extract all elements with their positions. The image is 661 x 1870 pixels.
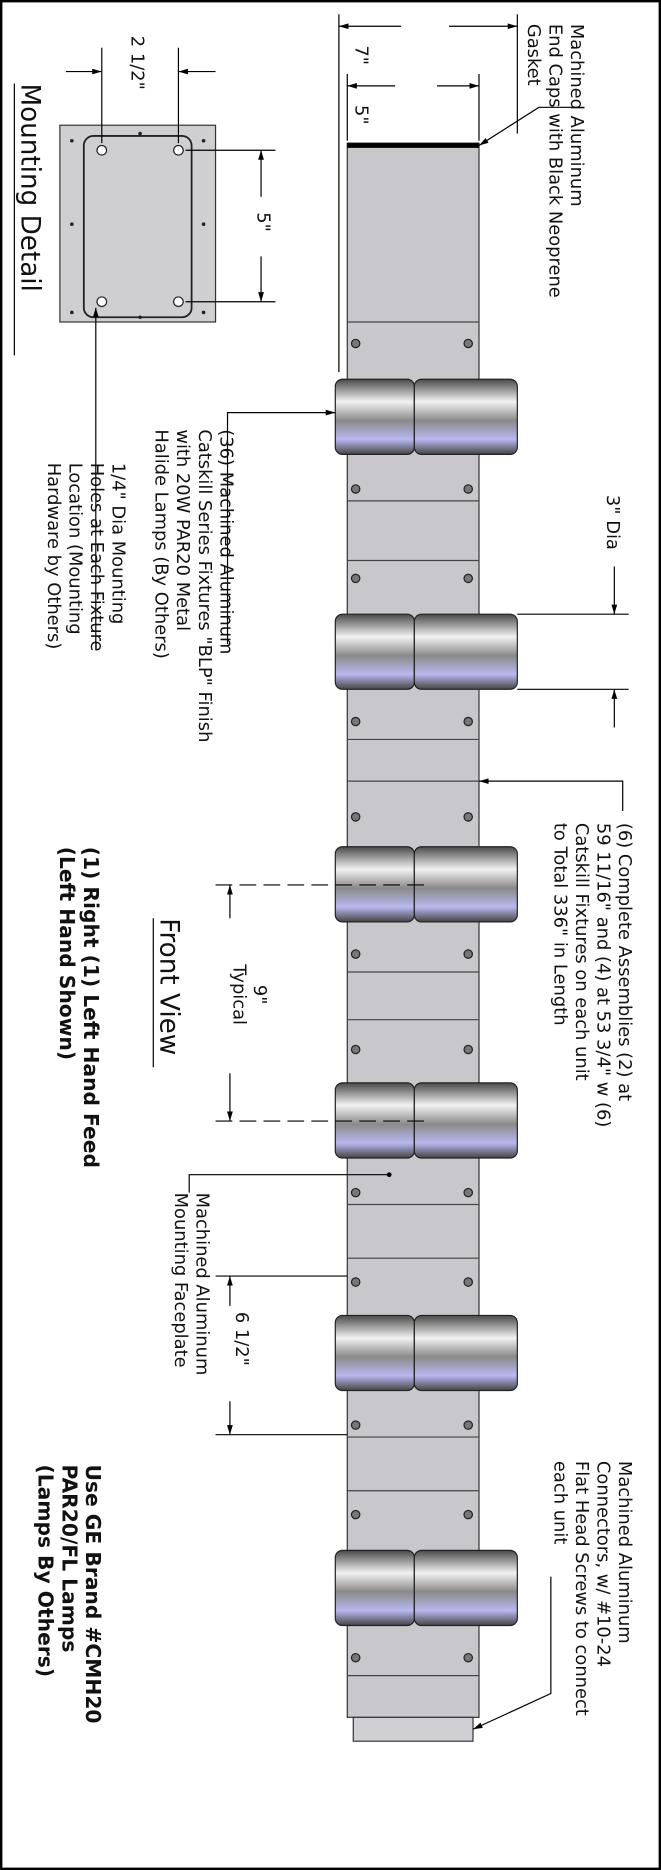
screw [350,949,361,959]
note: Gasket [523,24,544,86]
dim-label: 5" [351,105,372,125]
note: (6) Complete Assemblies (2) at [614,823,635,1101]
fixture [413,846,518,923]
screw [463,338,474,349]
note: Connectors, w/ #10-24 [593,1461,614,1667]
screw [350,1277,361,1287]
fixture [334,378,415,455]
front-dims [188,14,629,1730]
note: with 20W PAR20 Metal [172,429,193,631]
dim-label: 9" [249,985,270,1005]
screw [350,1420,361,1430]
note: 1/4" Dia Mounting [108,463,129,625]
screw [463,484,474,494]
fixture [334,1549,415,1627]
note: Flat Head Screws to connect [571,1461,592,1716]
title: Mounting Detail [15,83,45,291]
note: Machined Aluminum [191,1193,212,1376]
fixture [334,1314,415,1392]
screw [463,812,474,822]
screw [463,1187,474,1198]
screw [463,573,474,584]
note: Use GE Brand #CMH20 [81,1465,105,1724]
note: Holes at Each Fixture [86,463,107,652]
screw [350,338,361,349]
note: 59 11/16" and (4) at 53 3/4" w (6) [593,823,614,1127]
fixture [413,1314,518,1392]
note: Mounting Faceplate [170,1193,191,1368]
note: to Total 336" in Length [549,823,570,1026]
note: Machined Aluminum [566,24,587,207]
screw [350,1187,361,1198]
fixture [413,378,518,455]
note: Catskill Fixtures on each unit [571,823,592,1081]
dim-label: 2 1/2" [127,36,148,90]
fixture [413,1549,518,1627]
mounting-plate [59,124,217,323]
fixture [413,613,518,690]
screw [463,1509,474,1520]
fixture [334,613,415,690]
note: (1) Right (1) Left Hand Feed [79,847,103,1168]
screw [463,1044,474,1055]
fixture [413,1082,518,1159]
screw [350,1509,361,1520]
note: each unit [549,1461,570,1544]
note: PAR20/FL Lamps [57,1465,81,1653]
screw [463,1277,474,1287]
dim-label: 5" [252,212,273,232]
dim-label: 3" Dia [602,495,623,550]
screw [350,1044,361,1055]
screw [350,573,361,584]
note: (Lamps By Others) [33,1465,57,1678]
dim-label: Typical [229,963,250,1025]
note: Halide Lamps (By Others) [151,429,172,658]
screw [463,716,474,727]
note: (Left Hand Shown) [55,847,79,1060]
screw [350,716,361,727]
screw [463,1420,474,1430]
note: Catskill Series Fixtures "BLP" Finish [194,429,215,742]
note: (36) Machined Aluminum [215,429,236,654]
mounting-dims [65,47,276,650]
note: Machined Aluminum [614,1461,635,1644]
dim-label: 7" [351,45,372,65]
screw [350,812,361,822]
screw [463,1652,474,1663]
assembly [334,142,518,1742]
note: End Caps with Black Neoprene [545,24,566,298]
title: Front View [153,918,183,1055]
screw [350,1652,361,1663]
note: Hardware by Others) [43,463,64,650]
screw [463,949,474,959]
dim-label: 6 1/2" [231,1312,252,1366]
screw [350,484,361,494]
note: Location (Mounting [64,463,85,635]
